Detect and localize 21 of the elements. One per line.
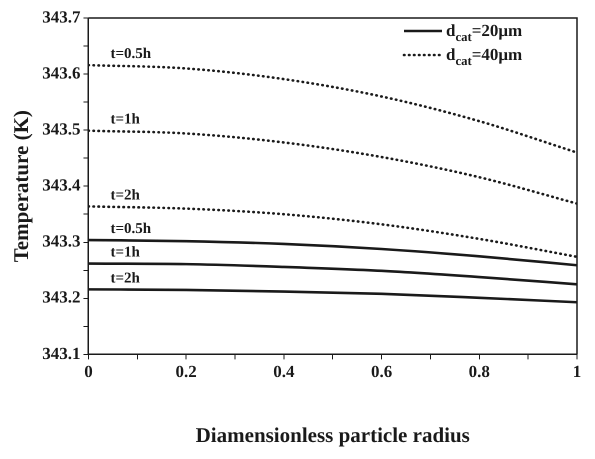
y-tick-label: 343.5 [42,120,80,139]
y-tick-label: 343.3 [42,232,80,251]
annotation: t=2h [110,187,140,204]
annotation: t=0.5h [110,46,152,62]
y-tick-label: 343.7 [42,7,81,26]
y-tick-label: 343.4 [42,176,81,195]
y-tick-label: 343.1 [42,344,80,363]
x-axis-title: Diamensionless particle radius [196,422,470,447]
y-tick-label: 343.2 [42,288,80,307]
annotation: t=0.5h [110,221,152,238]
x-tick-label: 0.8 [468,362,490,381]
annotation: t=2h [110,270,140,286]
y-tick-label: 343.6 [42,63,80,82]
x-tick-label: 0.6 [370,362,392,381]
x-tick-label: 1 [572,362,582,381]
x-tick-label: 0 [84,362,93,381]
y-axis-title: Temperature (K) [9,110,34,262]
annotation: t=1h [110,244,140,261]
x-tick-label: 0.4 [273,362,295,381]
annotation: t=1h [110,112,140,128]
x-tick-label: 0.2 [176,362,197,381]
